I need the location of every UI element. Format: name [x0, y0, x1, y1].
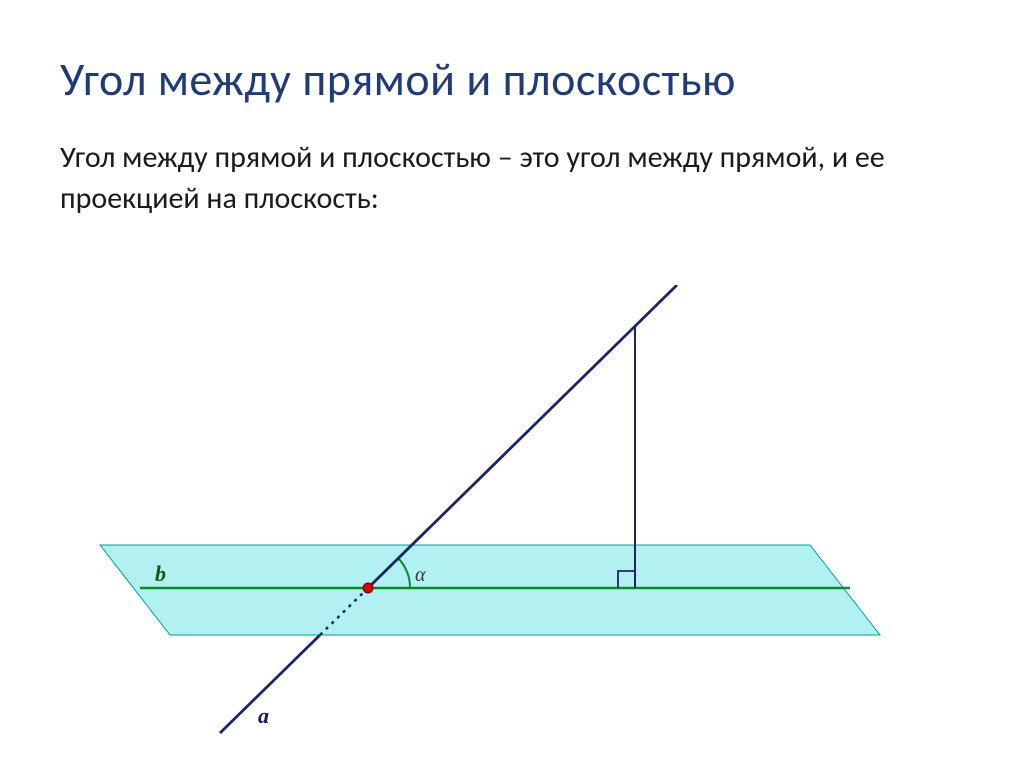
label-a: a: [258, 703, 269, 728]
line-a-above-plane: [368, 285, 677, 588]
geometry-diagram: b α a: [80, 285, 900, 735]
plane: [100, 545, 880, 635]
line-a-below-plane: [220, 635, 320, 733]
slide-title: Угол между прямой и плоскостью: [0, 0, 1024, 128]
intersection-point: [363, 583, 373, 593]
diagram-container: b α a: [80, 285, 900, 735]
label-b: b: [155, 561, 166, 586]
label-alpha: α: [415, 564, 426, 586]
slide-body: Угол между прямой и плоскостью – это уго…: [0, 128, 1024, 219]
